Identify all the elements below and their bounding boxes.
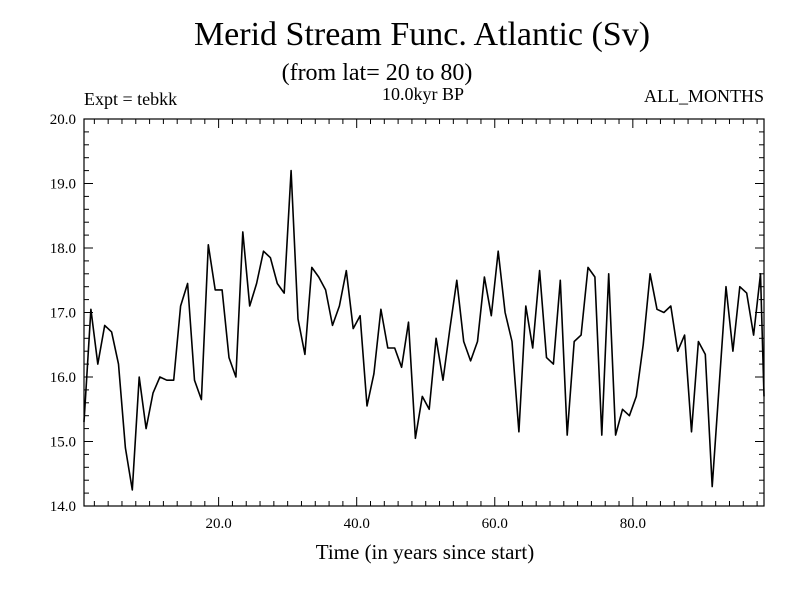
y-tick-label: 20.0 bbox=[50, 112, 76, 128]
x-tick-label: 20.0 bbox=[205, 516, 231, 532]
y-tick-label: 19.0 bbox=[50, 177, 76, 193]
x-axis-label: Time (in years since start) bbox=[315, 540, 535, 564]
y-tick-label: 17.0 bbox=[50, 306, 76, 322]
x-tick-label: 40.0 bbox=[344, 516, 370, 532]
experiment-label: Expt = tebkk bbox=[84, 89, 178, 109]
chart-title: Merid Stream Func. Atlantic (Sv) bbox=[193, 16, 651, 53]
y-tick-label: 14.0 bbox=[50, 499, 76, 515]
months-label: ALL_MONTHS bbox=[644, 86, 764, 106]
x-tick-label: 60.0 bbox=[482, 516, 508, 532]
y-tick-label: 18.0 bbox=[50, 241, 76, 257]
y-tick-label: 15.0 bbox=[50, 435, 76, 451]
chart-subtitle: (from lat= 20 to 80) bbox=[281, 60, 473, 86]
y-tick-label: 16.0 bbox=[50, 370, 76, 386]
period-label: 10.0kyr BP bbox=[381, 84, 464, 104]
data-series-line bbox=[83, 169, 765, 491]
x-tick-label: 80.0 bbox=[620, 516, 646, 532]
